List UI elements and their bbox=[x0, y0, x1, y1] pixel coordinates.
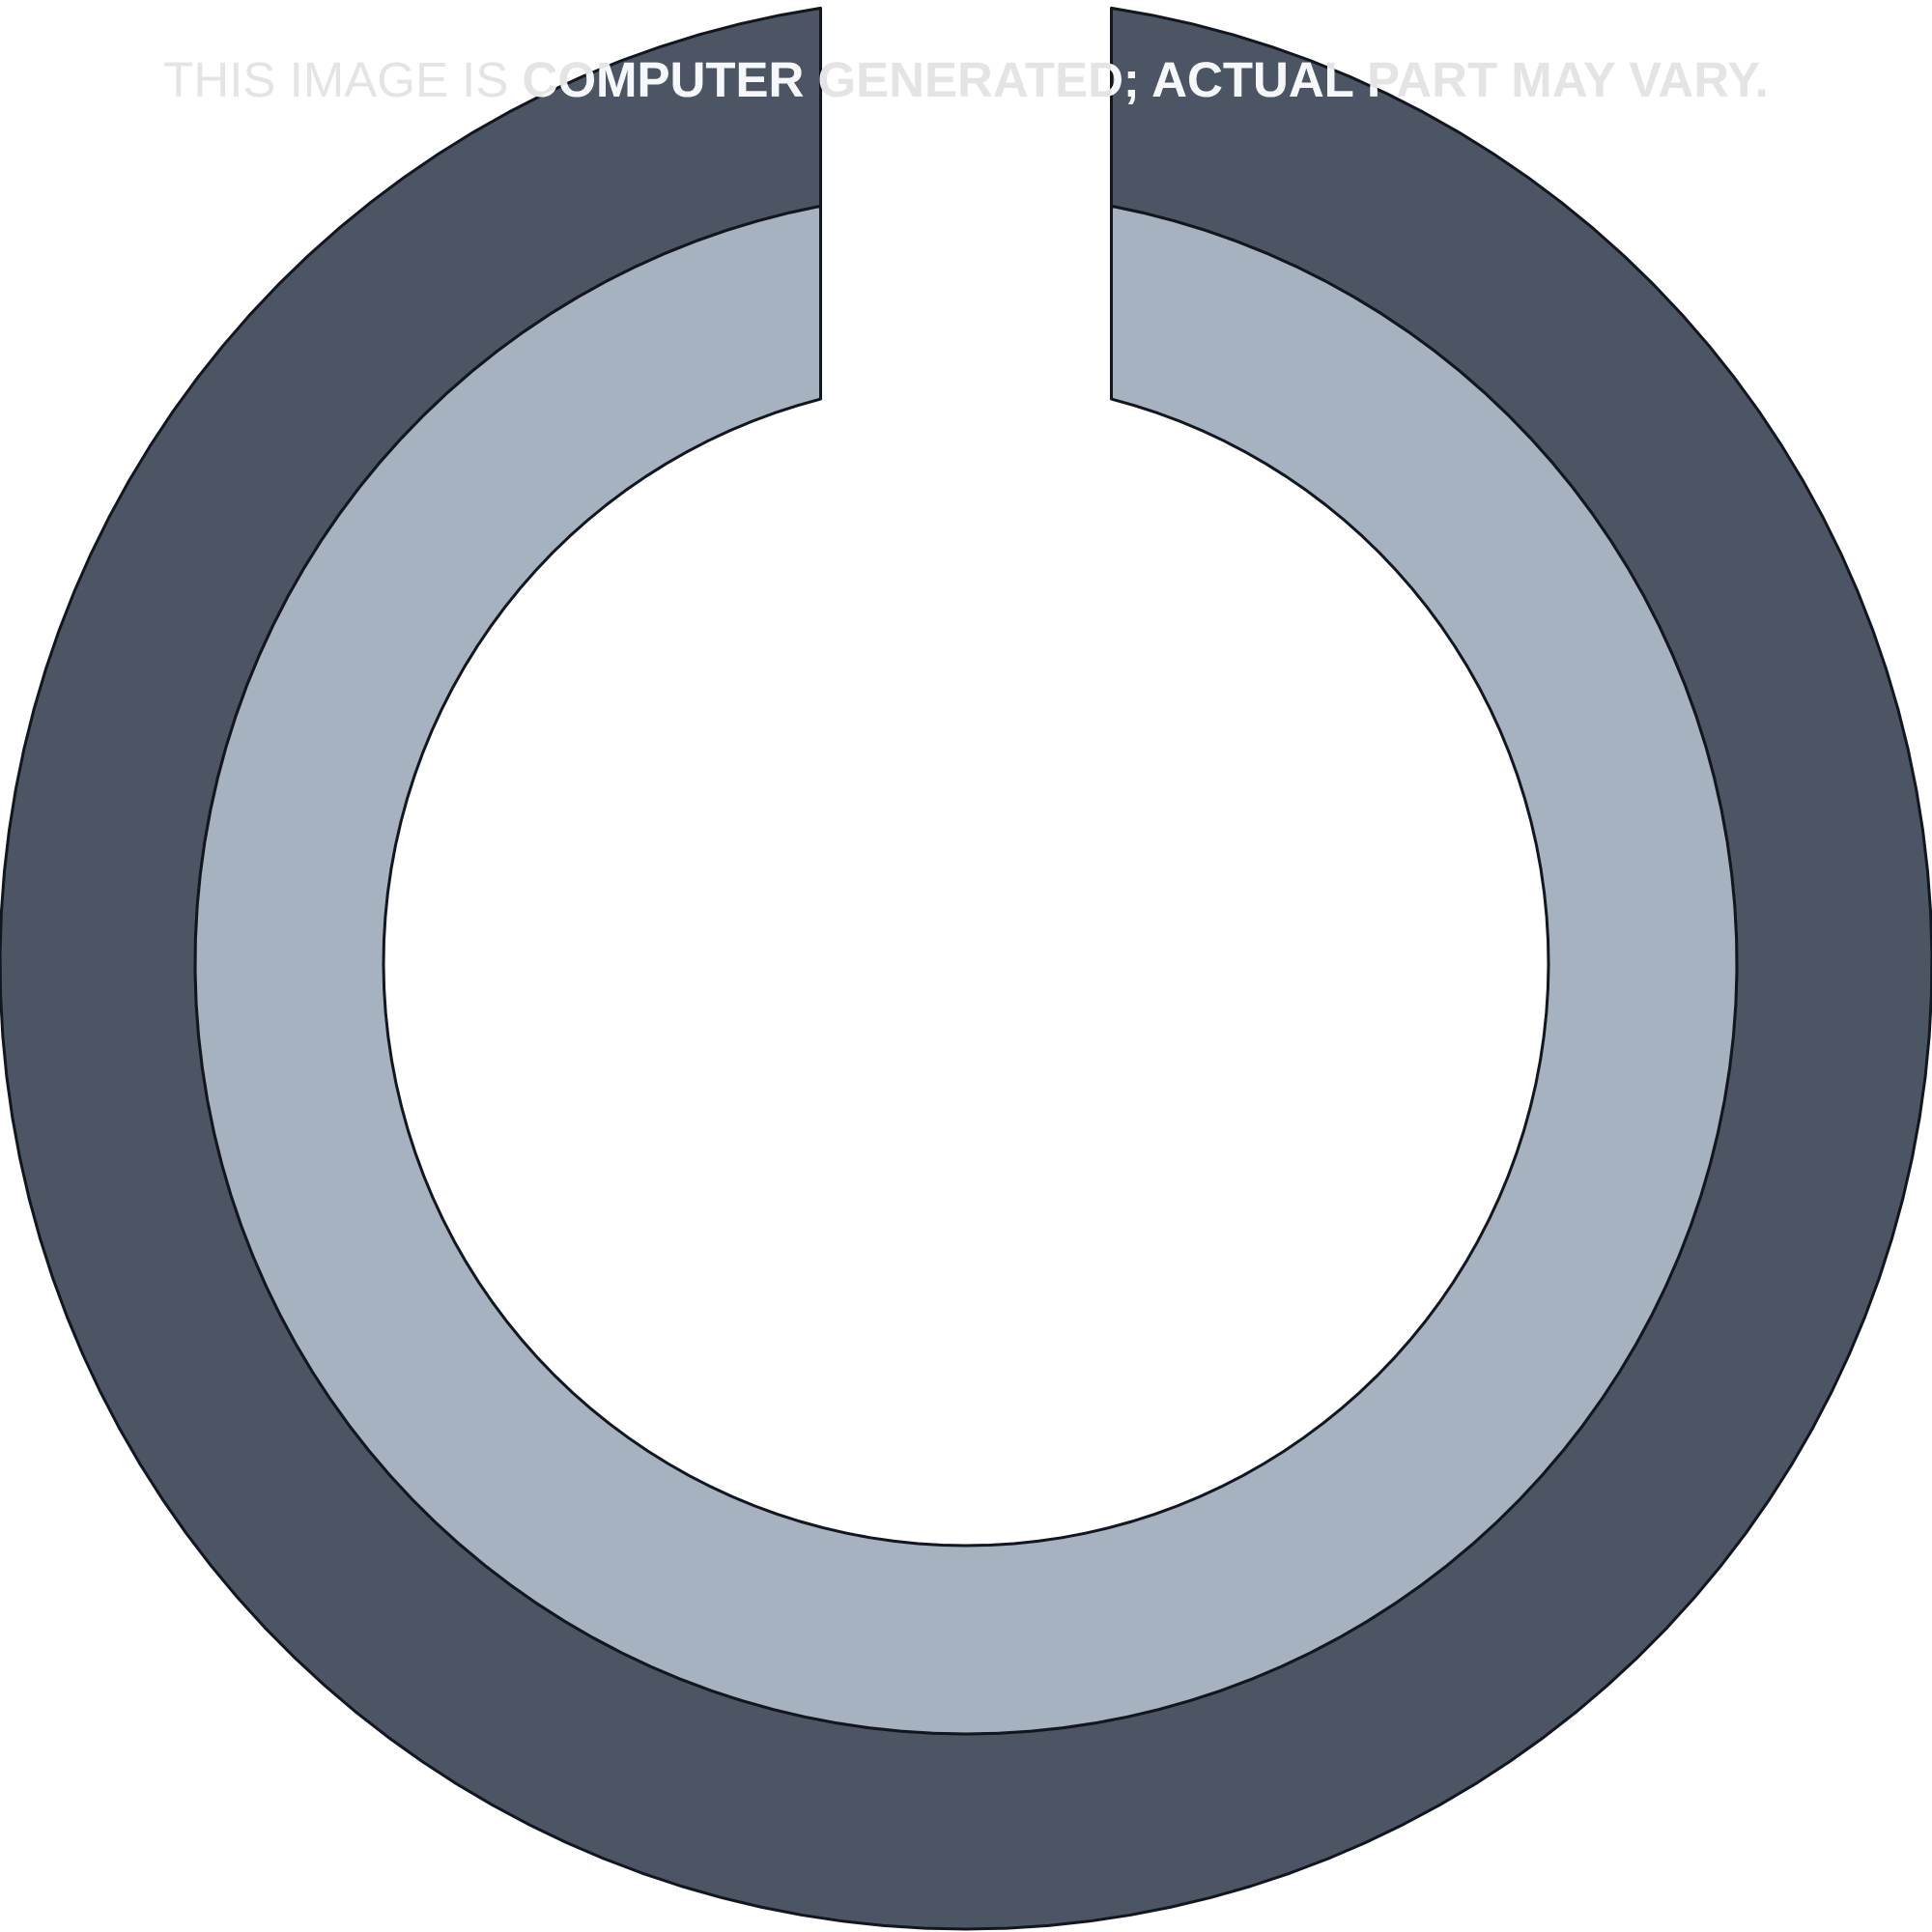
svg-text:THIS IMAGE IS COMPUTER GENERAT: THIS IMAGE IS COMPUTER GENERATED; ACTUAL… bbox=[163, 52, 1768, 107]
